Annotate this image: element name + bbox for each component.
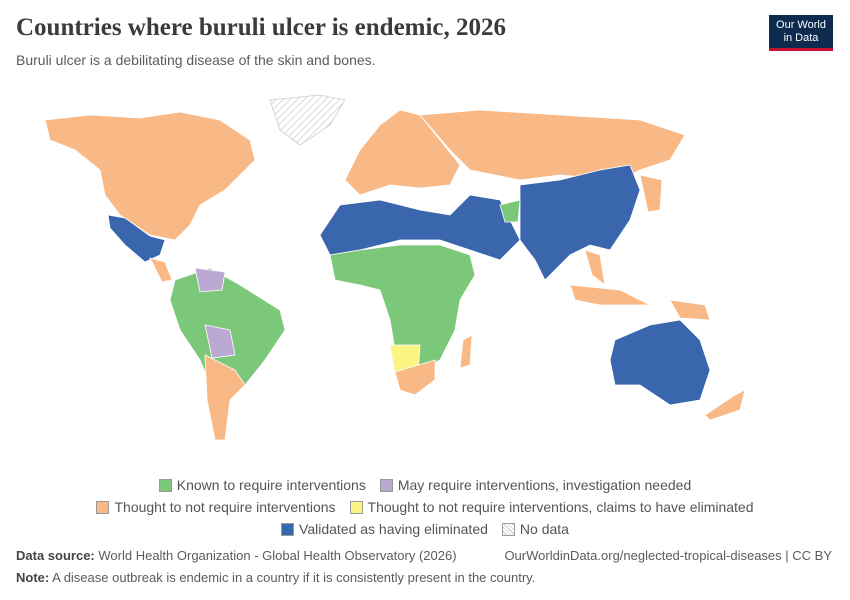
logo[interactable]: Our World in Data — [769, 15, 833, 51]
legend-label: Thought to not require interventions — [114, 499, 336, 515]
legend-item[interactable]: May require interventions, investigation… — [379, 477, 692, 493]
region[interactable] — [609, 319, 711, 406]
source-url[interactable]: OurWorldinData.org/neglected-tropical-di… — [504, 548, 832, 563]
region[interactable] — [499, 199, 521, 223]
legend-label: Known to require interventions — [176, 477, 366, 493]
legend-row: Known to require interventions May requir… — [0, 474, 850, 496]
legend-row: Thought to not require interventions Thou… — [0, 496, 850, 518]
region[interactable] — [107, 214, 166, 263]
region[interactable] — [269, 94, 346, 146]
legend-item[interactable]: No data — [501, 521, 569, 537]
region[interactable] — [394, 359, 436, 396]
legend-swatch — [96, 500, 110, 514]
region[interactable] — [704, 389, 746, 421]
legend-item[interactable]: Known to require interventions — [158, 477, 366, 493]
legend-swatch — [349, 500, 363, 514]
subtitle: Buruli ulcer is a debilitating disease o… — [16, 52, 376, 68]
legend-row: Validated as having eliminated No data — [0, 518, 850, 540]
legend-label: No data — [519, 521, 569, 537]
legend-item[interactable]: Thought to not require interventions, cl… — [349, 499, 754, 515]
region[interactable] — [344, 109, 461, 196]
legend-item[interactable]: Validated as having eliminated — [281, 521, 488, 537]
note-text: A disease outbreak is endemic in a count… — [52, 570, 536, 585]
title: Countries where buruli ulcer is endemic,… — [16, 14, 507, 41]
region[interactable] — [194, 267, 226, 293]
region[interactable] — [459, 334, 473, 369]
source-label: Data source: — [16, 548, 95, 563]
region[interactable] — [584, 249, 606, 286]
legend-item[interactable]: Thought to not require interventions — [96, 499, 336, 515]
world-map — [44, 94, 746, 441]
region[interactable] — [519, 164, 641, 281]
note-label: Note: — [16, 570, 50, 585]
legend-swatch — [501, 522, 515, 536]
region[interactable] — [204, 354, 246, 441]
legend-label: Validated as having eliminated — [299, 521, 488, 537]
legend-label: Thought to not require interventions, cl… — [367, 499, 754, 515]
region[interactable] — [44, 111, 256, 241]
region[interactable] — [204, 324, 236, 359]
region[interactable] — [669, 299, 711, 321]
source-text: World Health Organization - Global Healt… — [98, 548, 457, 563]
legend-swatch — [281, 522, 295, 536]
note: Note: A disease outbreak is endemic in a… — [16, 570, 535, 585]
legend: Known to require interventions May requir… — [0, 474, 850, 540]
source: Data source: World Health Organization -… — [16, 548, 457, 563]
region[interactable] — [569, 284, 651, 306]
region[interactable] — [149, 257, 173, 283]
logo-line: Our World — [776, 19, 826, 31]
region[interactable] — [639, 174, 663, 213]
region[interactable] — [329, 244, 476, 371]
region[interactable] — [419, 109, 686, 181]
legend-label: May require interventions, investigation… — [397, 477, 692, 493]
legend-swatch — [379, 478, 393, 492]
logo-line: in Data — [783, 32, 819, 44]
regions — [44, 94, 746, 441]
legend-swatch — [158, 478, 172, 492]
